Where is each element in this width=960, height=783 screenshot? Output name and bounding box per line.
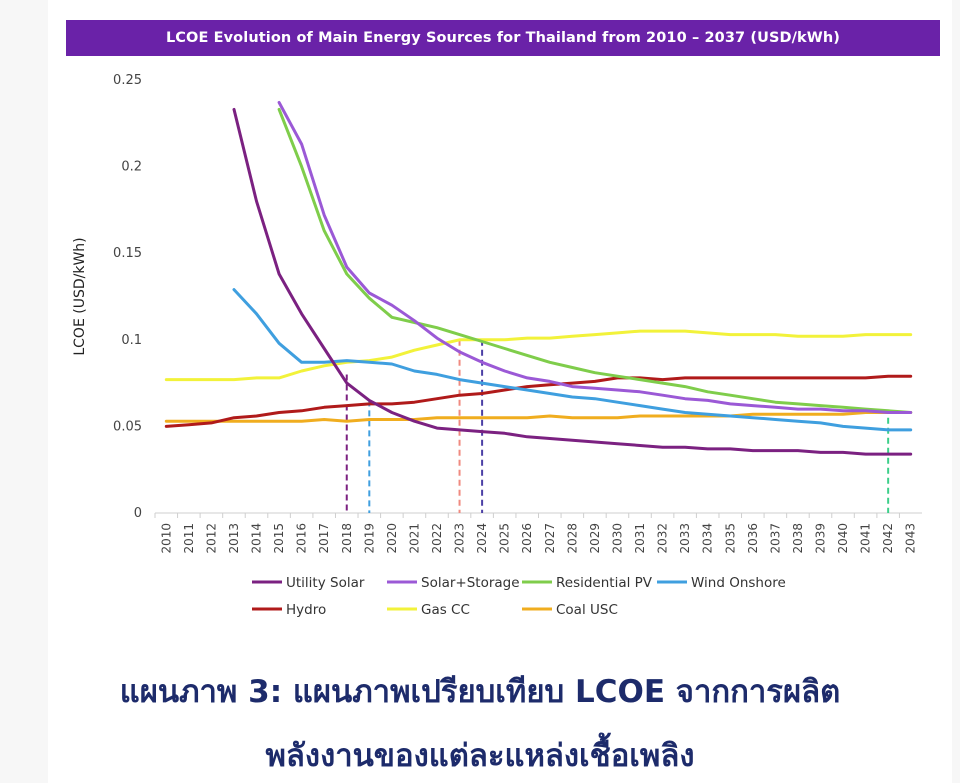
legend-label: Gas CC — [421, 602, 470, 618]
y-tick-label: 0.1 — [121, 333, 142, 348]
caption-line-1: แผนภาพ 3: แผนภาพเปรียบเทียบ LCOE จากการผ… — [119, 674, 841, 710]
x-tick-label: 2031 — [633, 523, 647, 554]
x-tick-label: 2038 — [791, 523, 805, 554]
chart-axes: 0 0.05 0.1 0.15 0.2 0.25 2010 2011 2012 2013 2014 2… — [72, 73, 922, 554]
x-tick-label: 2014 — [250, 523, 264, 554]
caption-line-2: พลังงานของแต่ละแหล่งเชื้อเพลิง — [265, 738, 695, 774]
y-tick-label: 0.25 — [113, 73, 142, 88]
legend-label: Wind Onshore — [691, 575, 786, 591]
x-tick-label: 2029 — [588, 523, 602, 554]
x-tick-label: 2021 — [407, 523, 421, 554]
legend-item: Residential PV — [522, 575, 653, 591]
x-tick-label: 2025 — [498, 523, 512, 554]
chart-legend: Utility Solar Solar+Storage Residential PV… — [252, 575, 786, 618]
x-tick-label: 2018 — [340, 523, 354, 554]
y-tick-label: 0.2 — [121, 160, 142, 175]
legend-label: Utility Solar — [286, 575, 365, 591]
series-line-coal-usc — [164, 411, 913, 423]
x-tick-label: 2016 — [295, 523, 309, 554]
series-line-hydro — [164, 374, 913, 428]
x-tick-label: 2032 — [656, 523, 670, 554]
x-tick-label: 2026 — [520, 523, 534, 554]
legend-item: Gas CC — [387, 602, 470, 618]
x-tick-label: 2013 — [227, 523, 241, 554]
x-tick-label: 2011 — [182, 523, 196, 554]
x-tick-label: 2043 — [904, 523, 918, 554]
x-tick-label: 2020 — [385, 523, 399, 554]
x-tick-label: 2039 — [813, 523, 827, 554]
x-tick-label: 2024 — [475, 523, 489, 554]
x-tick-label: 2035 — [723, 523, 737, 554]
x-tick-label: 2019 — [362, 523, 376, 554]
x-tick-label: 2012 — [204, 523, 218, 554]
legend-label: Residential PV — [556, 575, 653, 591]
chart-title: LCOE Evolution of Main Energy Sources fo… — [66, 20, 940, 56]
series-line-residential-pv — [277, 107, 913, 414]
x-tick-label: 2030 — [610, 523, 624, 554]
series-line-wind-onshore — [232, 288, 913, 432]
x-tick-label: 2036 — [746, 523, 760, 554]
x-tick-label: 2010 — [159, 523, 173, 554]
legend-item: Wind Onshore — [657, 575, 786, 591]
legend-label: Solar+Storage — [421, 575, 520, 591]
legend-item: Solar+Storage — [387, 575, 520, 591]
series-lines — [164, 101, 913, 456]
y-tick-label: 0 — [134, 506, 142, 521]
x-tick-label: 2042 — [881, 523, 895, 554]
y-axis-label: LCOE (USD/kWh) — [72, 237, 88, 355]
x-tick-label: 2017 — [317, 523, 331, 554]
y-tick-label: 0.05 — [113, 419, 142, 434]
dashed-markers — [345, 339, 890, 513]
x-tick-label: 2034 — [701, 523, 715, 554]
series-line-solar-storage — [277, 101, 913, 414]
x-tick-label: 2015 — [272, 523, 286, 554]
x-tick-label: 2033 — [678, 523, 692, 554]
x-tick-label: 2027 — [543, 523, 557, 554]
y-tick-label: 0.15 — [113, 246, 142, 261]
x-tick-label: 2037 — [768, 523, 782, 554]
x-tick-label: 2023 — [453, 523, 467, 554]
x-tick-label: 2041 — [859, 523, 873, 554]
series-line-utility-solar — [232, 107, 913, 456]
x-tick-label: 2040 — [836, 523, 850, 554]
legend-label: Hydro — [286, 602, 326, 618]
legend-item: Coal USC — [522, 602, 618, 618]
lcoe-line-chart: 0 0.05 0.1 0.15 0.2 0.25 2010 2011 2012 2013 2014 2… — [72, 73, 922, 618]
legend-item: Hydro — [252, 602, 326, 618]
series-line-gas-cc — [164, 329, 913, 382]
legend-item: Utility Solar — [252, 575, 365, 591]
x-tick-label: 2022 — [430, 523, 444, 554]
legend-label: Coal USC — [556, 602, 618, 618]
x-tick-label: 2028 — [565, 523, 579, 554]
